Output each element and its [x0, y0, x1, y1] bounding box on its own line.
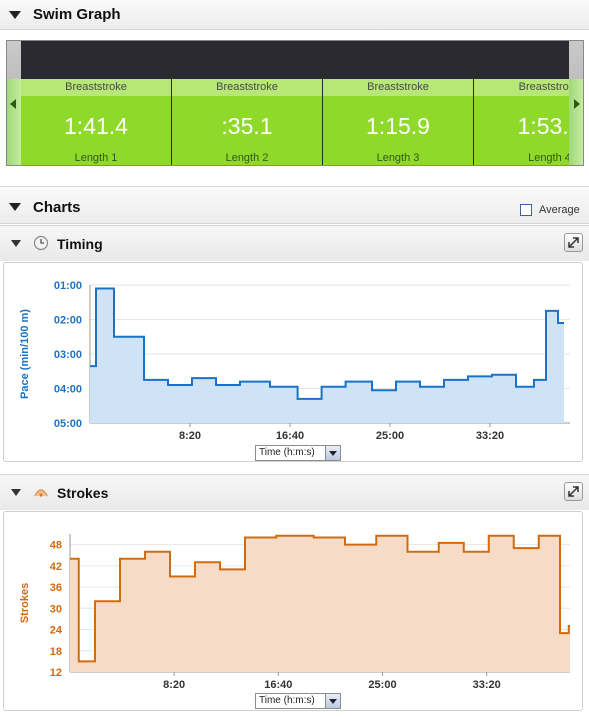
y-tick-label: 18 — [50, 646, 62, 658]
length-label: Length 4 — [528, 152, 571, 164]
length-stroke: Breaststroke — [21, 79, 171, 96]
timing-header[interactable]: Timing — [0, 225, 589, 261]
charts-header[interactable]: Charts — [0, 186, 589, 224]
average-checkbox[interactable] — [520, 204, 532, 216]
length-time: 1:15.9 — [366, 113, 430, 139]
collapse-triangle-icon[interactable] — [9, 203, 21, 211]
charts-title: Charts — [33, 199, 81, 216]
x-tick-label: 33:20 — [473, 679, 501, 691]
arrow-left-icon — [10, 99, 16, 109]
swim-graph-header[interactable]: Swim Graph — [0, 0, 589, 30]
clock-icon — [33, 235, 49, 251]
collapse-triangle-icon[interactable] — [9, 11, 21, 19]
arrow-right-icon — [574, 99, 580, 109]
expand-icon — [568, 486, 579, 497]
expand-strokes-button[interactable] — [564, 482, 583, 501]
x-tick-label: 16:40 — [264, 679, 292, 691]
length-label: Length 2 — [225, 152, 269, 164]
y-tick-label: 03:00 — [54, 349, 82, 361]
strokes-header[interactable]: Strokes — [0, 474, 589, 510]
x-tick-label: 8:20 — [163, 679, 185, 691]
timing-axis-select[interactable]: Time (h:m:s) — [255, 445, 341, 461]
length-time: :35.1 — [221, 113, 273, 139]
timing-chart: 01:00 02:00 03:00 04:00 05:00 8:20 16:40 25:00 3… — [19, 280, 570, 442]
length-time: 1:41.4 — [64, 113, 128, 139]
strip-scroll-left[interactable] — [7, 41, 21, 165]
strokes-title: Strokes — [57, 485, 109, 501]
y-tick-label: 02:00 — [54, 315, 82, 327]
length-card[interactable]: Breaststroke 1:41.4 Length 1 — [21, 79, 172, 165]
x-tick-label: 25:00 — [368, 679, 396, 691]
collapse-triangle-icon[interactable] — [11, 240, 21, 247]
swim-graph-title: Swim Graph — [33, 6, 121, 23]
lengths-list: Breaststroke 1:41.4 Length 1 Breaststrok… — [21, 79, 583, 165]
y-tick-label: 12 — [50, 667, 62, 679]
strokes-axis-select-value: Time (h:m:s) — [259, 695, 315, 706]
x-tick-label: 25:00 — [376, 430, 404, 442]
x-tick-label: 16:40 — [276, 430, 304, 442]
y-tick-label: 24 — [50, 625, 63, 637]
chevron-down-icon — [325, 446, 340, 460]
y-axis-label: Pace (min/100 m) — [19, 309, 31, 399]
length-card[interactable]: Breaststroke 1:53.3 Length 4 — [474, 79, 583, 165]
y-tick-label: 05:00 — [54, 418, 82, 430]
y-tick-label: 36 — [50, 582, 62, 594]
series-area — [90, 288, 564, 423]
length-time: 1:53.3 — [517, 113, 582, 139]
y-tick-label: 04:00 — [54, 384, 82, 396]
chevron-down-icon — [325, 694, 340, 708]
swim-lengths-strip: Breaststroke 1:41.4 Length 1 Breaststrok… — [6, 40, 584, 166]
series-line — [70, 534, 570, 663]
series-line — [90, 287, 564, 400]
y-tick-label: 01:00 — [54, 280, 82, 292]
average-label: Average — [539, 204, 580, 216]
y-tick-label: 30 — [50, 603, 62, 615]
length-stroke: Breaststroke — [323, 79, 473, 96]
timing-title: Timing — [57, 236, 103, 252]
strokes-chart: 12 18 24 30 36 42 48 8:20 16:40 25:00 33:20 Strokes — [19, 534, 570, 691]
length-card[interactable]: Breaststroke :35.1 Length 2 — [172, 79, 323, 165]
expand-icon — [568, 237, 579, 248]
length-label: Length 1 — [74, 152, 118, 164]
expand-timing-button[interactable] — [564, 233, 583, 252]
length-card[interactable]: Breaststroke 1:15.9 Length 3 — [323, 79, 474, 165]
strip-scroll-right[interactable] — [569, 41, 583, 165]
x-tick-label: 8:20 — [179, 430, 201, 442]
collapse-triangle-icon[interactable] — [11, 489, 21, 496]
timing-panel: 01:00 02:00 03:00 04:00 05:00 8:20 16:40 25:00 3… — [3, 262, 583, 462]
timing-axis-select-value: Time (h:m:s) — [259, 447, 315, 458]
length-label: Length 3 — [376, 152, 420, 164]
x-tick-label: 33:20 — [476, 430, 504, 442]
swimmer-icon — [34, 489, 48, 497]
y-tick-label: 42 — [50, 561, 62, 573]
y-axis-label: Strokes — [19, 583, 31, 623]
length-stroke: Breaststroke — [474, 79, 583, 96]
length-stroke: Breaststroke — [172, 79, 322, 96]
y-tick-label: 48 — [50, 540, 62, 552]
strokes-panel: 12 18 24 30 36 42 48 8:20 16:40 25:00 33:20 Strokes… — [3, 511, 583, 711]
strokes-axis-select[interactable]: Time (h:m:s) — [255, 693, 341, 709]
